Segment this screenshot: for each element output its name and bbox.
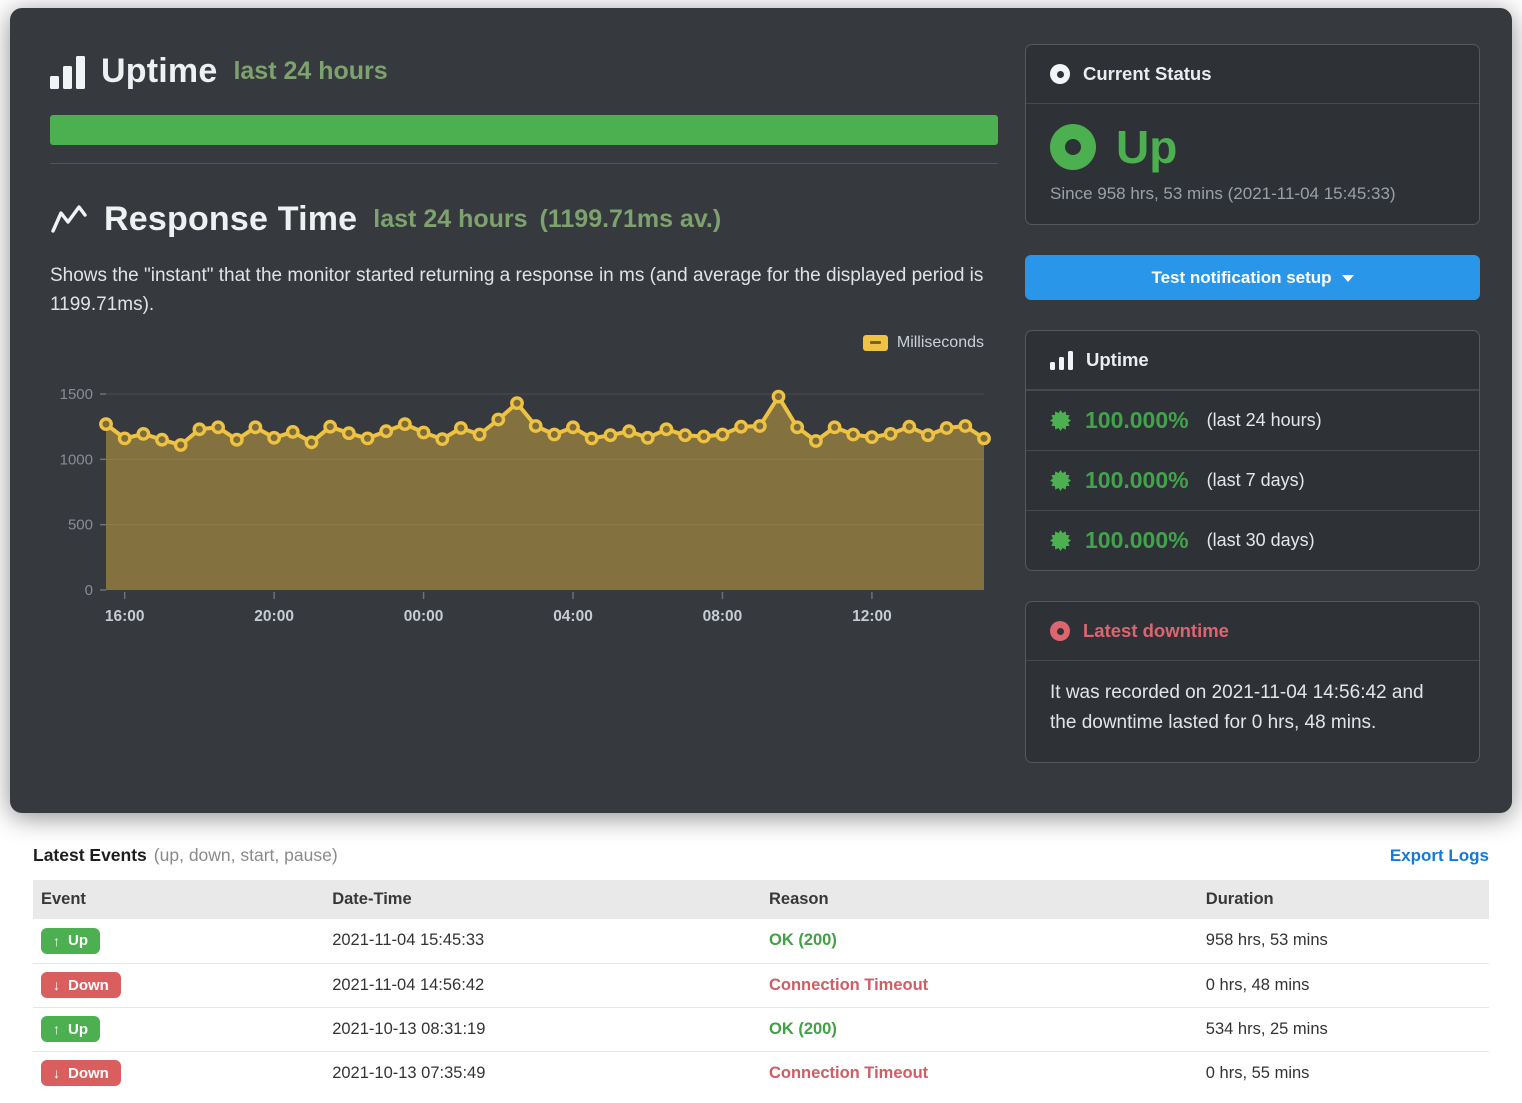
svg-text:04:00: 04:00 [553, 608, 593, 622]
seal-icon [1050, 410, 1071, 431]
uptime-24h-value: 100.000% [1085, 407, 1189, 433]
response-time-average: (1199.71ms av.) [539, 205, 722, 233]
dot-circle-red-icon [1050, 621, 1070, 641]
response-time-chart: Milliseconds 0 500 1000 1500 16:00 20:00 00:00… [50, 334, 1000, 622]
arrow-down-icon: ↓ [53, 977, 60, 993]
latest-events-section: Latest Events (up, down, start, pause) E… [0, 813, 1522, 1095]
latest-events-title: Latest Events [33, 845, 147, 865]
response-time-description: Shows the "instant" that the monitor sta… [50, 265, 984, 316]
seal-icon [1050, 530, 1071, 551]
current-status-title: Current Status [1083, 63, 1212, 84]
event-row: ↓ Down 2021-11-04 14:56:42 Connection Timeo… [33, 962, 1489, 1007]
monitor-main-column: Uptime last 24 hours Response Time last … [50, 38, 998, 813]
bar-chart-icon [50, 55, 85, 89]
latest-events-subtitle: (up, down, start, pause) [153, 845, 338, 865]
event-reason: Connection Timeout [760, 962, 1198, 1007]
latest-downtime-text: It was recorded on 2021-11-04 14:56:42 a… [1050, 682, 1424, 734]
section-divider [50, 163, 998, 164]
response-time-heading: Response Time last 24 hours (1199.71ms a… [50, 200, 989, 239]
svg-text:00:00: 00:00 [404, 608, 444, 622]
latest-downtime-header: Latest downtime [1026, 602, 1479, 661]
current-status-card: Current Status Up Since 958 hrs, 53 mins… [1025, 44, 1480, 225]
event-reason: OK (200) [768, 931, 837, 950]
current-status-header: Current Status [1026, 45, 1479, 104]
legend-label: Milliseconds [896, 333, 984, 351]
uptime-row-30d: 100.000% (last 30 days) [1026, 510, 1479, 570]
uptime-stats-header: Uptime [1026, 331, 1479, 390]
status-up-icon [1050, 124, 1096, 170]
event-down-badge: ↓ Down [41, 972, 121, 998]
response-time-subtitle: last 24 hours [373, 205, 528, 233]
uptime-stats-card: Uptime 100.000% (last 24 hours) 100.000%… [1025, 330, 1480, 571]
arrow-up-icon: ↑ [53, 1021, 60, 1037]
bar-chart-icon [1050, 350, 1073, 370]
event-duration: 534 hrs, 25 mins [1197, 1006, 1489, 1051]
svg-text:12:00: 12:00 [852, 608, 892, 622]
uptime-stats-title: Uptime [1086, 349, 1149, 370]
events-table-header-row: Event Date-Time Reason Duration [33, 880, 1489, 919]
svg-text:08:00: 08:00 [703, 608, 743, 622]
svg-text:1000: 1000 [60, 451, 93, 468]
event-up-badge: ↑ Up [41, 927, 100, 954]
events-table: Event Date-Time Reason Duration ↑ Up 2021-… [33, 880, 1489, 1095]
event-row: ↓ Down 2021-10-13 07:35:49 Connection Timeo… [33, 1050, 1489, 1095]
uptime-7d-value: 100.000% [1085, 467, 1189, 493]
caret-down-icon [1341, 275, 1354, 282]
svg-text:16:00: 16:00 [105, 608, 145, 622]
response-time-chart-svg[interactable]: 0 500 1000 1500 16:00 20:00 00:00 04:00 08:00 12:… [50, 354, 1000, 622]
event-reason: Connection Timeout [760, 1050, 1198, 1095]
status-since-text: Since 958 hrs, 53 mins (2021-11-04 15:45… [1050, 184, 1396, 203]
latest-downtime-title: Latest downtime [1083, 620, 1229, 641]
legend-swatch-milliseconds[interactable] [862, 334, 888, 351]
uptime-subtitle: last 24 hours [233, 57, 388, 85]
monitor-sidebar: Current Status Up Since 958 hrs, 53 mins… [1025, 38, 1480, 813]
monitor-dashboard-panel: Uptime last 24 hours Response Time last … [10, 8, 1512, 813]
event-datetime: 2021-10-13 07:35:49 [324, 1050, 761, 1095]
event-datetime: 2021-11-04 14:56:42 [324, 962, 761, 1007]
event-datetime: 2021-11-04 15:45:33 [332, 931, 485, 950]
uptime-30d-value: 100.000% [1085, 527, 1189, 553]
uptime-30d-label: (last 30 days) [1206, 530, 1315, 550]
events-table-body: ↑ Up 2021-11-04 15:45:33 OK (200) 958 hrs, 5… [33, 919, 1489, 1095]
event-duration: 958 hrs, 53 mins [1205, 931, 1328, 950]
test-notification-label: Test notification setup [1151, 267, 1332, 287]
column-reason: Reason [760, 880, 1198, 919]
uptime-row-24h: 100.000% (last 24 hours) [1026, 390, 1479, 450]
uptime-heading: Uptime last 24 hours [50, 52, 989, 91]
event-up-badge: ↑ Up [41, 1016, 100, 1042]
response-time-title: Response Time [104, 200, 358, 238]
event-datetime: 2021-10-13 08:31:19 [324, 1006, 761, 1051]
event-down-badge: ↓ Down [41, 1060, 121, 1087]
dot-circle-icon [1050, 64, 1070, 84]
test-notification-button[interactable]: Test notification setup [1025, 255, 1480, 300]
svg-text:500: 500 [68, 517, 93, 534]
line-chart-icon [51, 204, 87, 233]
event-reason: OK (200) [760, 1006, 1198, 1051]
svg-text:0: 0 [85, 582, 93, 599]
arrow-down-icon: ↓ [53, 1065, 60, 1082]
uptime-status-bar[interactable] [50, 115, 998, 145]
svg-text:1500: 1500 [60, 386, 93, 403]
current-status-body: Up Since 958 hrs, 53 mins (2021-11-04 15… [1026, 104, 1479, 224]
event-row: ↑ Up 2021-10-13 08:31:19 OK (200) 534 hrs, 2… [33, 1006, 1489, 1051]
column-duration: Duration [1197, 880, 1489, 919]
export-logs-link[interactable]: Export Logs [1389, 846, 1489, 865]
uptime-row-7d: 100.000% (last 7 days) [1026, 450, 1479, 510]
column-datetime: Date-Time [324, 880, 761, 919]
arrow-up-icon: ↑ [53, 932, 60, 949]
uptime-title: Uptime [101, 52, 218, 90]
seal-icon [1050, 470, 1071, 491]
status-value: Up [1116, 121, 1178, 173]
chart-legend: Milliseconds [50, 334, 1000, 352]
svg-text:20:00: 20:00 [254, 608, 294, 622]
column-event: Event [33, 880, 325, 919]
event-duration: 0 hrs, 55 mins [1197, 1050, 1489, 1095]
event-row: ↑ Up 2021-11-04 15:45:33 OK (200) 958 hrs, 5… [33, 919, 1489, 963]
event-duration: 0 hrs, 48 mins [1197, 962, 1489, 1007]
uptime-24h-label: (last 24 hours) [1206, 410, 1322, 430]
uptime-7d-label: (last 7 days) [1206, 470, 1305, 490]
latest-downtime-card: Latest downtime It was recorded on 2021-… [1025, 601, 1480, 764]
